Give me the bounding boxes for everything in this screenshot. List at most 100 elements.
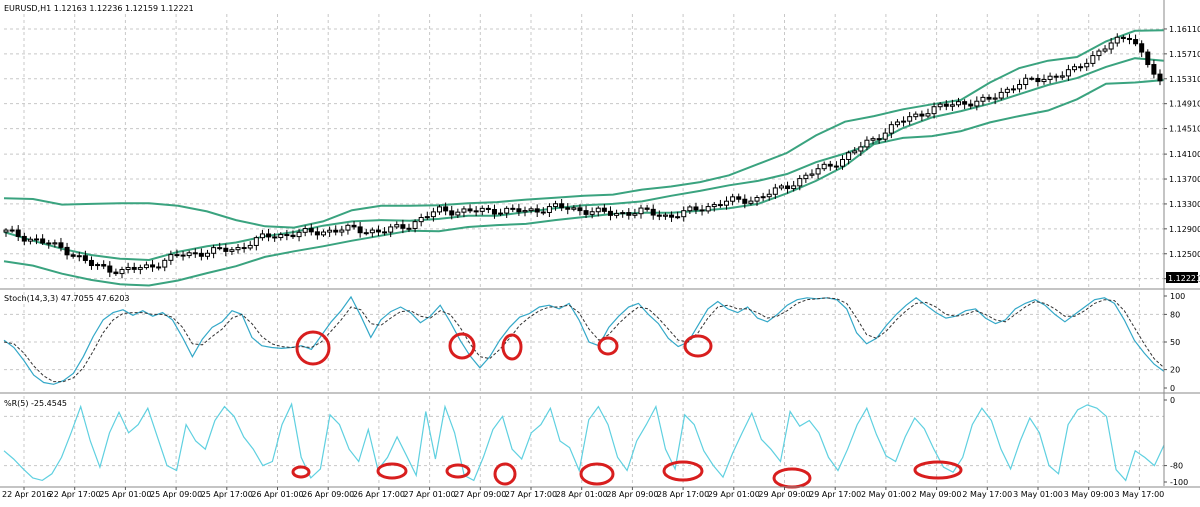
candle-body [455,211,461,216]
candle-body [321,231,327,236]
candle-body [1065,69,1071,77]
candle-body [974,100,980,107]
candle-body [1084,62,1090,68]
price-tick-label: 1.14100 [1169,150,1200,159]
candle-body [491,208,497,215]
candle-body [760,196,766,199]
time-tick-label: 3 May 09:00 [1064,490,1114,499]
candle-body [656,214,662,217]
candle-body [162,259,168,268]
band-upper [3,29,1165,229]
candle-body [443,206,449,212]
candle-body [888,124,894,134]
candle-body [785,185,791,190]
candle-body [998,91,1004,99]
wpr-line [3,402,1165,482]
candle-body [204,252,210,257]
candle-body [1059,75,1065,78]
candle-body [333,229,339,233]
time-tick-label: 22 Apr 2016 [2,490,51,499]
candle-body [1029,77,1035,80]
candle-body [296,231,302,238]
candle-body [876,138,882,141]
candle-body [382,231,388,234]
candle-body [870,138,876,141]
candle-body [846,152,852,160]
stoch-marker-circle [295,330,331,366]
grid [4,14,1164,486]
wpr-marker-circle [445,463,471,479]
candle-body [52,242,58,245]
candle-body [589,211,595,215]
candle-body [192,252,198,255]
candle-body [137,267,143,270]
stoch-tick-label: 20 [1170,366,1180,375]
candle-body [693,206,699,211]
candle-body [357,226,363,234]
candle-body [907,116,913,122]
candle-body [424,216,430,219]
stoch-tick-label: 0 [1170,384,1175,393]
candle-body [1004,88,1010,93]
candle-body [314,231,320,236]
candle-body [1114,36,1120,44]
candle-body [736,196,742,200]
candle-body [705,206,711,212]
candle-body [607,210,613,216]
candle-body [675,216,681,219]
time-tick-label: 25 Apr 09:00 [150,490,202,499]
candle-body [766,193,772,198]
wpr-marker-circle [913,460,963,480]
candle-body [534,208,540,213]
candle-body [1096,50,1102,57]
time-tick-label: 29 Apr 09:00 [758,490,810,499]
candle-body [601,207,607,212]
stoch-marker-circle [597,336,619,356]
stoch-signal-line [3,297,1165,383]
candle-body [369,229,375,234]
candle-body [858,146,864,152]
candle-body [174,254,180,257]
candle-body [797,178,803,187]
stoch-marker-circle [501,333,523,361]
candle-body [186,252,192,257]
candle-body [778,185,784,189]
candle-body [485,207,491,210]
candle-body [70,254,76,257]
candle-body [522,210,528,213]
candle-body [1010,88,1016,91]
candle-body [1126,37,1132,41]
candle-body [620,212,626,215]
stoch-marker-circle [683,334,713,358]
price-tick-label: 1.13300 [1169,200,1200,209]
stoch-tick-label: 100 [1170,292,1185,301]
candle-body [1041,78,1047,83]
wpr-marker-circle [772,467,812,489]
candle-body [1133,39,1139,45]
candle-body [809,173,815,176]
candle-body [101,264,107,267]
candle-body [1108,42,1114,50]
price-tick-label: 1.12900 [1169,225,1200,234]
candle-body [772,187,778,195]
candle-body [272,236,278,239]
time-tick-label: 26 Apr 09:00 [302,490,354,499]
candle-body [815,168,821,175]
candle-body [925,113,931,117]
candle-body [510,207,516,210]
candles [3,33,1163,279]
candle-body [76,255,82,258]
candle-body [217,247,223,250]
candle-body [626,212,632,216]
candle-body [247,244,253,249]
candle-body [412,221,418,229]
candle-body [681,210,687,218]
candle-body [40,238,46,244]
candle-body [479,207,485,212]
candle-body [504,207,510,214]
candle-body [284,234,290,237]
candle-body [27,238,33,242]
candle-body [583,210,589,215]
